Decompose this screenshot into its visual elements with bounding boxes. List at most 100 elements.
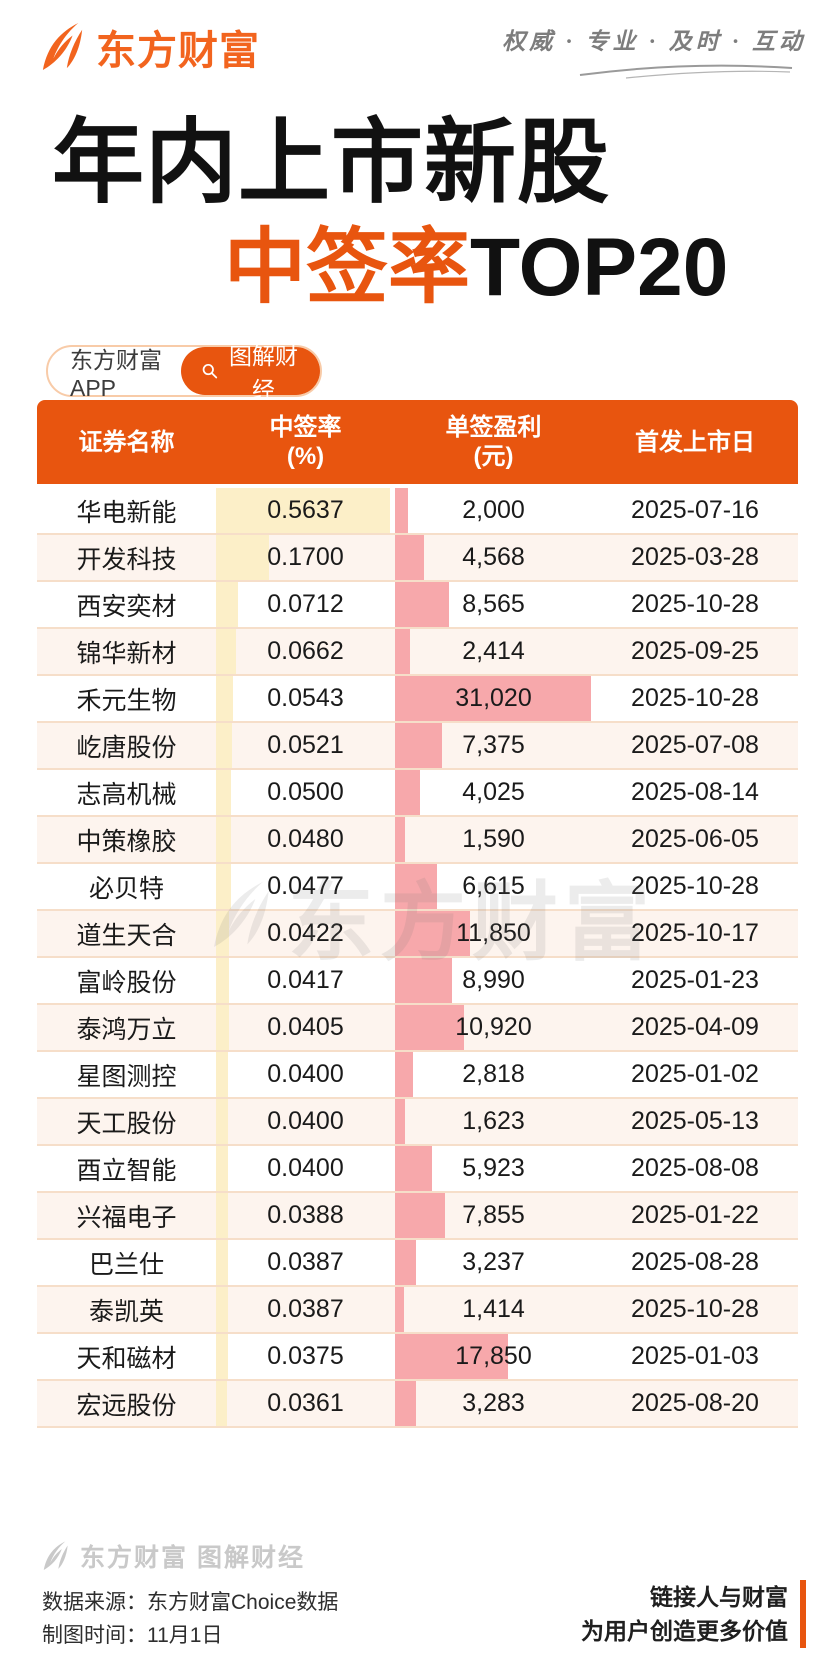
profit-cell: 8,990 xyxy=(395,958,592,1003)
list-date-cell: 2025-10-17 xyxy=(592,911,798,956)
table-row: 宏远股份 0.0361 3,283 2025-08-20 xyxy=(37,1381,798,1428)
list-date-value: 2025-08-08 xyxy=(631,1154,759,1182)
stock-name-cell: 泰鸿万立 xyxy=(37,1005,216,1050)
list-date-cell: 2025-04-09 xyxy=(592,1005,798,1050)
list-date-cell: 2025-05-13 xyxy=(592,1099,798,1144)
stock-name: 中策橡胶 xyxy=(76,827,177,856)
win-rate-cell: 0.0480 xyxy=(216,817,395,862)
brand-name: 东方财富 xyxy=(96,29,260,73)
win-rate-cell: 0.0375 xyxy=(216,1334,395,1379)
list-date-cell: 2025-01-22 xyxy=(592,1193,798,1238)
profit-value: 4,025 xyxy=(462,778,525,806)
stock-name-cell: 华电新能 xyxy=(37,488,216,533)
profit-cell: 1,623 xyxy=(395,1099,592,1144)
profit-bar xyxy=(395,1287,404,1332)
stock-name: 开发科技 xyxy=(76,545,177,574)
list-date-value: 2025-10-28 xyxy=(631,1295,759,1323)
profit-bar xyxy=(395,676,591,721)
stock-name: 道生天合 xyxy=(76,921,177,950)
profit-value: 4,568 xyxy=(462,543,525,571)
stock-name: 锦华新材 xyxy=(76,639,177,668)
win-rate-value: 0.0388 xyxy=(267,1201,344,1229)
win-rate-bar xyxy=(216,723,233,768)
header-profit: 单签盈利 (元) xyxy=(445,414,542,470)
win-rate-cell: 0.0422 xyxy=(216,911,395,956)
list-date-value: 2025-06-05 xyxy=(631,825,759,853)
header-win-rate: 中签率 (%) xyxy=(269,414,342,470)
source-block: 数据来源：东方财富Choice数据 制图时间：11月1日 xyxy=(42,1586,338,1652)
win-rate-bar xyxy=(216,958,229,1003)
page-title-line1: 年内上市新股 xyxy=(52,112,611,214)
win-rate-cell: 0.0477 xyxy=(216,864,395,909)
profit-value: 3,237 xyxy=(462,1248,525,1276)
table-row: 锦华新材 0.0662 2,414 2025-09-25 xyxy=(37,629,798,676)
win-rate-bar xyxy=(216,817,231,862)
slogan-block: 链接人与财富 为用户创造更多价值 xyxy=(581,1580,806,1648)
footer-watermark: 东方财富 图解财经 xyxy=(42,1538,305,1574)
list-date-cell: 2025-10-28 xyxy=(592,582,798,627)
stock-name: 星图测控 xyxy=(76,1062,177,1091)
slogan-text: 链接人与财富 为用户创造更多价值 xyxy=(581,1580,788,1648)
win-rate-cell: 0.0712 xyxy=(216,582,395,627)
list-date-value: 2025-01-23 xyxy=(631,966,759,994)
profit-value: 1,623 xyxy=(462,1107,525,1135)
win-rate-cell: 0.0400 xyxy=(216,1052,395,1097)
profit-bar xyxy=(395,817,405,862)
profit-cell: 31,020 xyxy=(395,676,592,721)
list-date-value: 2025-01-02 xyxy=(631,1060,759,1088)
profit-bar xyxy=(395,535,424,580)
tagline-block: 权威 · 专业 · 及时 · 互动 xyxy=(502,22,806,85)
stock-name-cell: 志高机械 xyxy=(37,770,216,815)
win-rate-cell: 0.0387 xyxy=(216,1287,395,1332)
stock-name-cell: 开发科技 xyxy=(37,535,216,580)
list-date-value: 2025-05-13 xyxy=(631,1107,759,1135)
profit-value: 2,414 xyxy=(462,637,525,665)
table-row: 巴兰仕 0.0387 3,237 2025-08-28 xyxy=(37,1240,798,1287)
win-rate-value: 0.0500 xyxy=(267,778,344,806)
list-date-cell: 2025-01-02 xyxy=(592,1052,798,1097)
profit-cell: 2,000 xyxy=(395,488,592,533)
list-date-value: 2025-04-09 xyxy=(631,1013,759,1041)
list-date-value: 2025-07-08 xyxy=(631,731,759,759)
list-date-cell: 2025-07-08 xyxy=(592,723,798,768)
profit-bar xyxy=(395,723,442,768)
title-highlight: 中签率 xyxy=(224,222,471,313)
stock-name: 天工股份 xyxy=(76,1109,177,1138)
list-date-value: 2025-10-28 xyxy=(631,684,759,712)
profit-cell: 10,920 xyxy=(395,1005,592,1050)
stock-name-cell: 屹唐股份 xyxy=(37,723,216,768)
stock-name-cell: 天和磁材 xyxy=(37,1334,216,1379)
stock-name-cell: 泰凯英 xyxy=(37,1287,216,1332)
profit-bar xyxy=(395,1240,416,1285)
brand-swoosh-icon xyxy=(42,23,83,71)
win-rate-cell: 0.0361 xyxy=(216,1381,395,1426)
tujiecaijing-button-label: 图解财经 xyxy=(228,343,298,403)
stock-name: 泰鸿万立 xyxy=(76,1015,177,1044)
win-rate-cell: 0.0388 xyxy=(216,1193,395,1238)
table-row: 中策橡胶 0.0480 1,590 2025-06-05 xyxy=(37,817,798,864)
profit-value: 11,850 xyxy=(456,919,531,947)
stock-name: 禾元生物 xyxy=(76,686,177,715)
profit-cell: 6,615 xyxy=(395,864,592,909)
profit-bar xyxy=(395,864,437,909)
list-date-cell: 2025-07-16 xyxy=(592,488,798,533)
profit-cell: 2,818 xyxy=(395,1052,592,1097)
win-rate-value: 0.1700 xyxy=(267,543,344,571)
profit-cell: 7,855 xyxy=(395,1193,592,1238)
win-rate-bar xyxy=(216,1334,228,1379)
list-date-cell: 2025-01-03 xyxy=(592,1334,798,1379)
profit-value: 2,818 xyxy=(462,1060,525,1088)
stock-name: 志高机械 xyxy=(76,780,177,809)
list-date-cell: 2025-03-28 xyxy=(592,535,798,580)
profit-bar xyxy=(395,770,421,815)
list-date-cell: 2025-09-25 xyxy=(592,629,798,674)
win-rate-bar xyxy=(216,1005,229,1050)
profit-bar xyxy=(395,582,450,627)
stock-name: 酉立智能 xyxy=(76,1156,177,1185)
tujiecaijing-button[interactable]: 图解财经 xyxy=(181,343,320,403)
table-row: 开发科技 0.1700 4,568 2025-03-28 xyxy=(37,535,798,582)
table-row: 泰鸿万立 0.0405 10,920 2025-04-09 xyxy=(37,1005,798,1052)
table-row: 道生天合 0.0422 11,850 2025-10-17 xyxy=(37,911,798,958)
table-row: 志高机械 0.0500 4,025 2025-08-14 xyxy=(37,770,798,817)
profit-bar xyxy=(395,629,411,674)
